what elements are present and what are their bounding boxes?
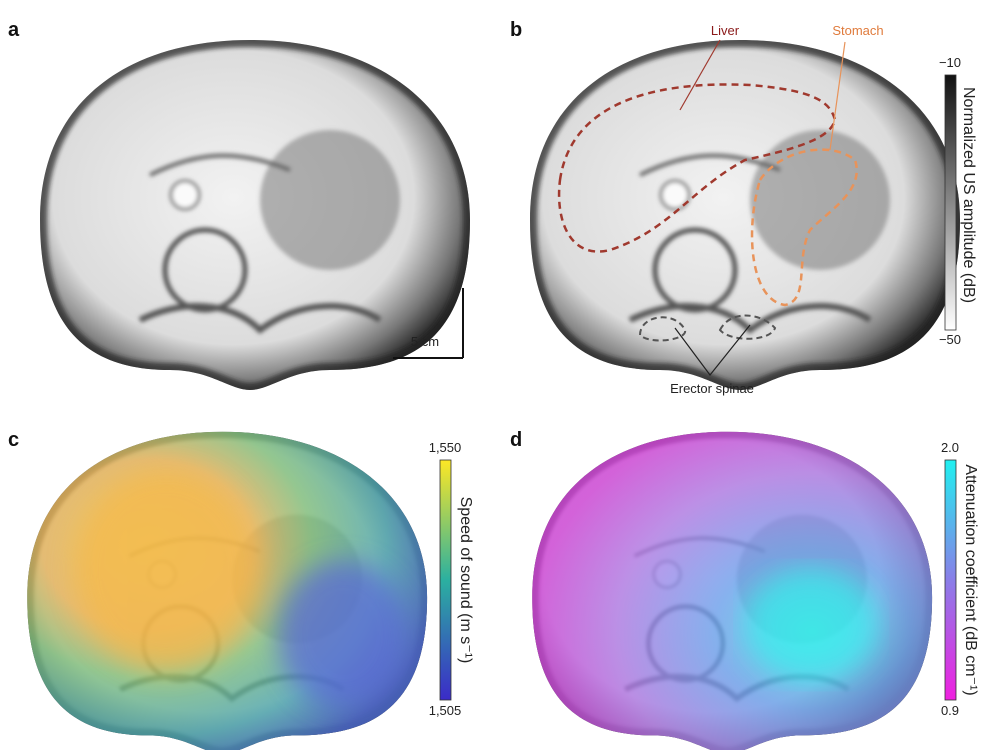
- colorbar-min: −50: [939, 332, 961, 347]
- us-image: [40, 40, 470, 390]
- colorbar: [945, 75, 956, 330]
- annotation: Erector spinae: [670, 381, 754, 396]
- panel-label: d: [510, 429, 522, 451]
- colorbar: [440, 460, 451, 700]
- colorbar-min: 0.9: [941, 703, 959, 718]
- panel-label: a: [8, 19, 20, 41]
- colorbar-max: 2.0: [941, 440, 959, 455]
- attenuation-image: [532, 432, 932, 750]
- colorbar-min: 1,505: [429, 703, 462, 718]
- panel-label: c: [8, 429, 19, 451]
- colorbar-max: −10: [939, 55, 961, 70]
- sos-image: [27, 432, 427, 750]
- colorbar-title: Speed of sound (m s⁻¹): [457, 497, 474, 664]
- panel-label: b: [510, 19, 522, 41]
- colorbar-title: Normalized US amplitude (dB): [960, 87, 977, 303]
- colorbar-max: 1,550: [429, 440, 462, 455]
- scale-label: 5 cm: [411, 334, 439, 349]
- colorbar: [945, 460, 956, 700]
- annotation: Liver: [711, 23, 740, 38]
- us-image: [530, 40, 960, 390]
- figure: a 5 cm b Liver Stomach Erector spinae −1…: [0, 0, 989, 750]
- annotation: Stomach: [832, 23, 883, 38]
- colorbar-title: Attenuation coefficient (dB cm⁻¹): [962, 464, 979, 695]
